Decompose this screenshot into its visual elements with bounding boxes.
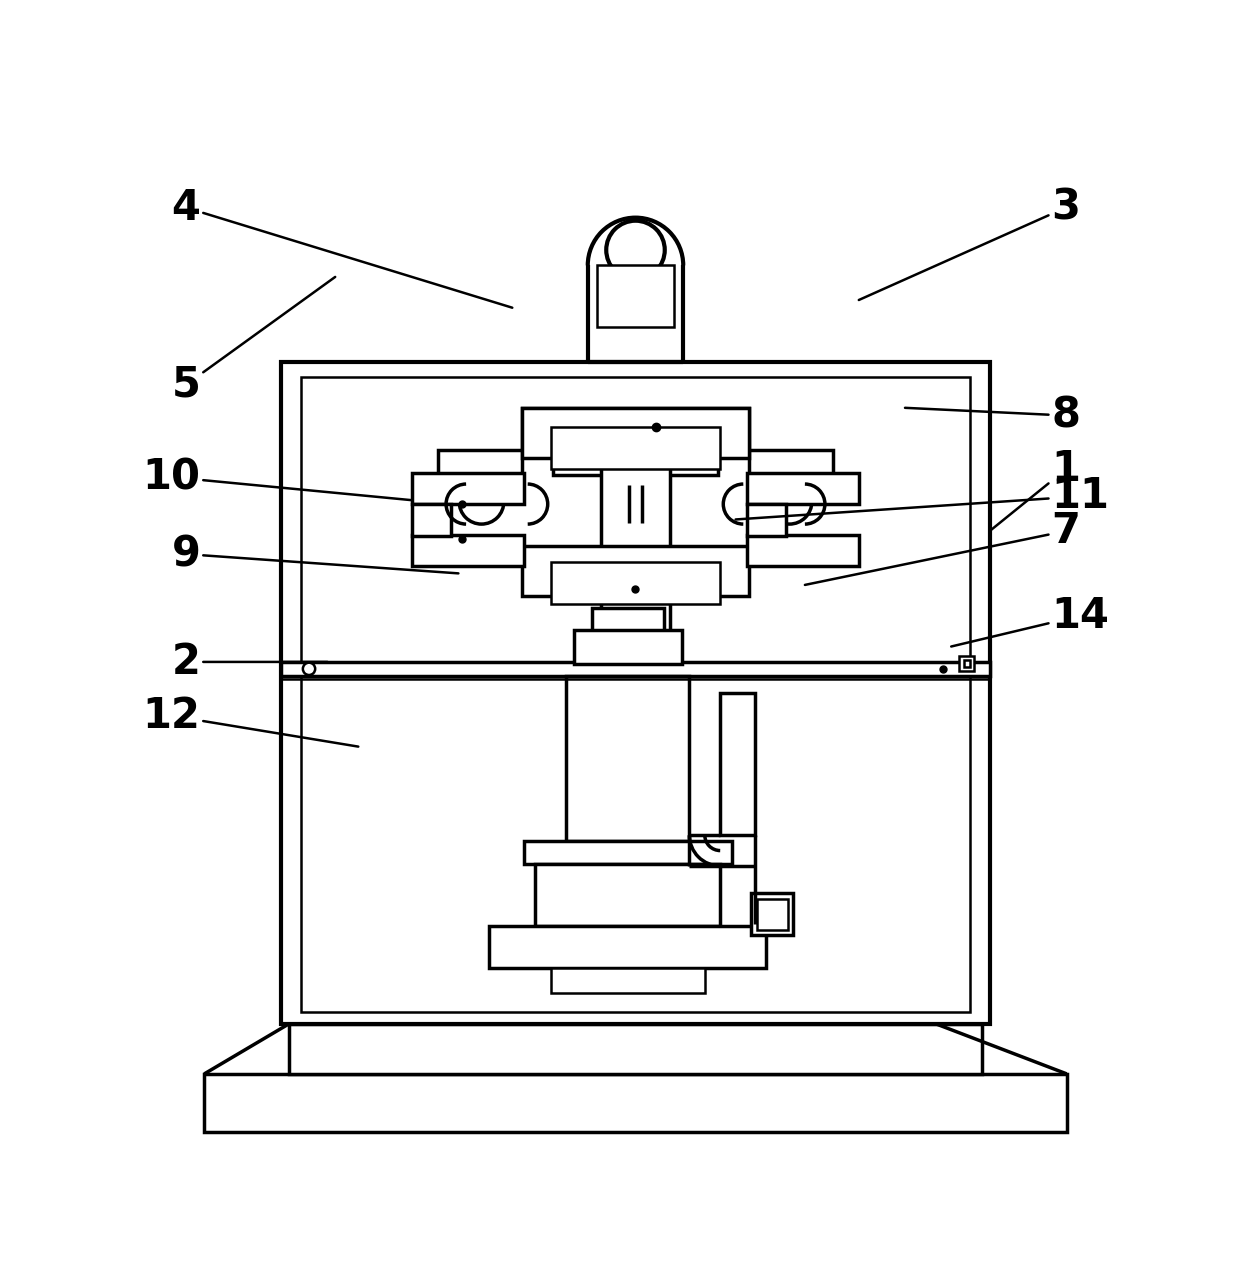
Bar xyxy=(281,662,990,676)
Bar xyxy=(412,473,523,503)
Bar xyxy=(412,535,523,566)
Text: 8: 8 xyxy=(905,395,1080,437)
Text: 3: 3 xyxy=(859,187,1080,300)
Bar xyxy=(596,265,675,327)
Bar xyxy=(749,450,833,477)
Bar xyxy=(522,407,749,457)
Text: 10: 10 xyxy=(143,456,412,500)
Circle shape xyxy=(606,220,665,279)
Text: 14: 14 xyxy=(951,594,1109,647)
Bar xyxy=(205,1073,1066,1131)
Bar xyxy=(551,968,704,993)
Bar xyxy=(574,427,697,468)
Circle shape xyxy=(303,662,315,675)
Text: 2: 2 xyxy=(171,640,327,683)
Text: 7: 7 xyxy=(805,510,1080,585)
Bar xyxy=(751,893,794,935)
Text: 9: 9 xyxy=(171,533,459,575)
Bar xyxy=(601,453,670,651)
Text: 12: 12 xyxy=(143,694,358,747)
Bar xyxy=(412,503,450,537)
Bar xyxy=(536,865,720,926)
Bar xyxy=(490,926,766,968)
Bar xyxy=(574,629,682,665)
Text: 11: 11 xyxy=(735,475,1110,520)
Bar xyxy=(522,407,749,450)
Bar xyxy=(748,503,786,537)
Text: 4: 4 xyxy=(171,187,512,307)
Bar xyxy=(281,361,990,1024)
Text: 5: 5 xyxy=(171,277,335,406)
Bar xyxy=(748,535,859,566)
Bar xyxy=(551,562,720,605)
Bar xyxy=(438,450,522,477)
Bar xyxy=(300,377,971,1012)
Bar xyxy=(551,427,720,469)
Bar xyxy=(523,842,732,865)
Bar xyxy=(553,427,718,475)
Bar xyxy=(591,608,663,662)
Bar xyxy=(748,473,859,503)
Bar xyxy=(720,693,755,835)
Text: 1: 1 xyxy=(990,448,1080,532)
Bar xyxy=(567,676,689,842)
Bar xyxy=(289,1024,982,1073)
Bar xyxy=(758,899,787,930)
Bar xyxy=(522,547,749,597)
Bar xyxy=(959,656,975,671)
Bar xyxy=(963,661,970,666)
